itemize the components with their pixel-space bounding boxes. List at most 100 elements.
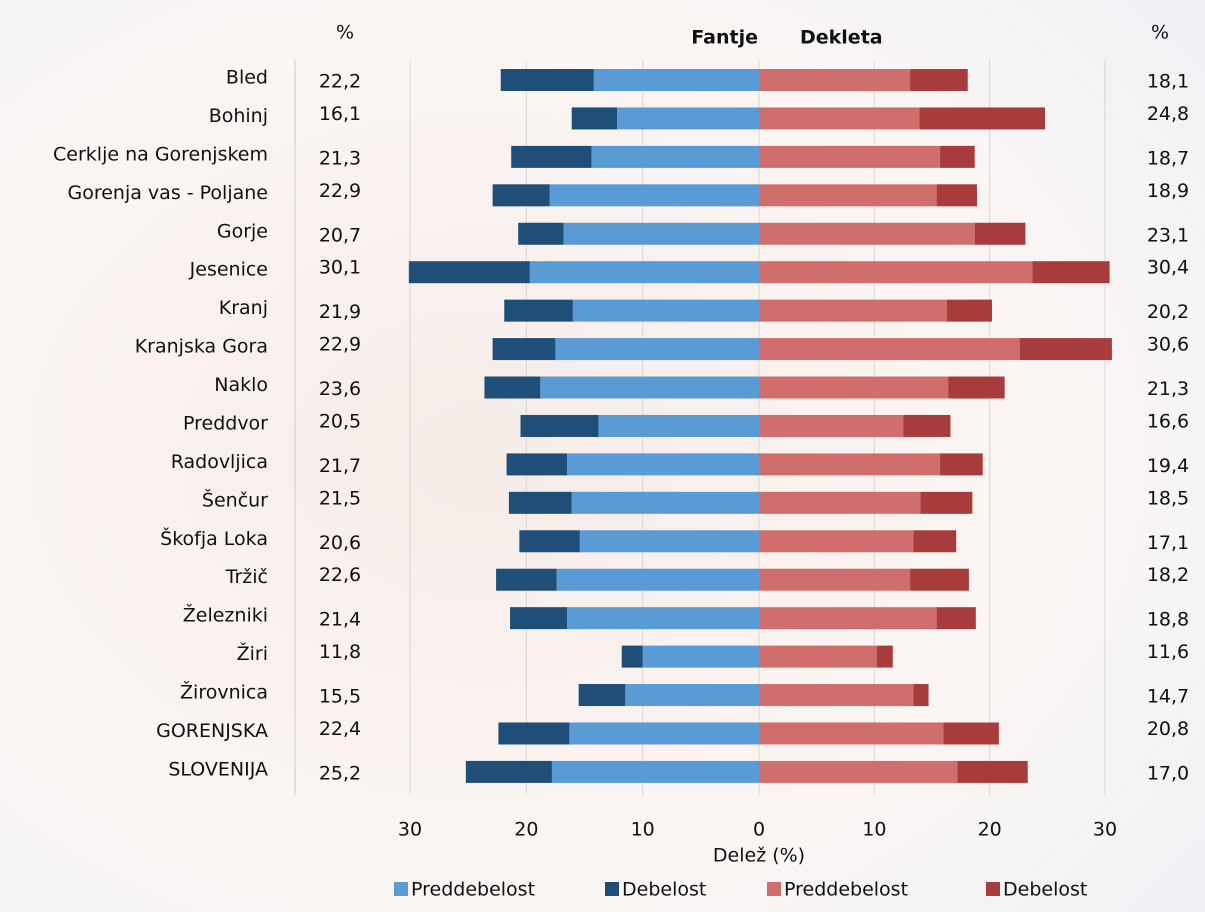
bar: [510, 607, 567, 629]
unit-right: %: [1151, 22, 1169, 44]
total-label: 20,7: [319, 224, 361, 246]
category-label: Bled: [226, 67, 268, 89]
category-label: Škofja Loka: [160, 526, 268, 550]
legend-swatch: [986, 882, 1000, 896]
total-label: 18,1: [1147, 71, 1189, 93]
bar: [759, 415, 903, 437]
bar: [759, 569, 910, 591]
bar: [1032, 261, 1109, 283]
bar: [518, 223, 563, 245]
bar: [759, 761, 957, 783]
total-label: 17,0: [1147, 762, 1189, 784]
bar: [759, 722, 944, 744]
bar: [484, 377, 540, 399]
bar: [940, 453, 983, 475]
category-label: Žiri: [237, 642, 268, 665]
bar: [617, 107, 759, 129]
bar: [555, 338, 759, 360]
bar: [493, 184, 550, 206]
total-label: 22,9: [319, 334, 361, 356]
bar: [530, 261, 759, 283]
bar: [580, 530, 759, 552]
bar: [501, 69, 594, 91]
total-label: 18,2: [1147, 564, 1189, 586]
bar: [573, 300, 759, 322]
total-label: 11,6: [1147, 641, 1189, 663]
bar: [759, 107, 919, 129]
bar: [759, 530, 914, 552]
bar: [948, 377, 1005, 399]
category-label: Jesenice: [189, 259, 268, 281]
legend-label: Preddebelost: [411, 879, 535, 901]
bar: [877, 646, 893, 668]
category-label: Preddvor: [183, 412, 268, 434]
total-label: 30,6: [1147, 334, 1189, 356]
bar: [759, 300, 947, 322]
bar: [567, 607, 759, 629]
x-tick-label: 0: [753, 819, 765, 841]
bar: [540, 377, 759, 399]
bar: [507, 453, 567, 475]
bar: [910, 569, 969, 591]
bar: [940, 146, 975, 168]
bar: [919, 107, 1045, 129]
category-label: Kranj: [219, 297, 268, 319]
bar: [557, 569, 759, 591]
bar: [569, 722, 759, 744]
bar: [622, 646, 643, 668]
bar: [920, 492, 972, 514]
bar: [759, 223, 975, 245]
category-label: Tržič: [225, 566, 268, 588]
total-label: 20,6: [319, 532, 361, 554]
bar: [509, 492, 572, 514]
bar: [572, 492, 759, 514]
total-label: 21,9: [319, 301, 361, 323]
bar: [591, 146, 759, 168]
total-label: 22,9: [319, 180, 361, 202]
bar: [579, 684, 626, 706]
total-label: 21,5: [319, 487, 361, 509]
bar: [947, 300, 992, 322]
category-label: Bohinj: [209, 105, 268, 127]
category-label: Cerklje na Gorenjskem: [53, 143, 268, 165]
category-label: Žirovnica: [180, 681, 268, 704]
bar: [519, 530, 579, 552]
total-label: 30,4: [1147, 257, 1189, 279]
bar: [759, 684, 914, 706]
bar: [759, 453, 940, 475]
title-left: Fantje: [691, 27, 758, 49]
bar: [759, 338, 1020, 360]
x-tick-label: 20: [514, 819, 538, 841]
bar: [759, 261, 1032, 283]
total-label: 18,9: [1147, 180, 1189, 202]
category-label: Gorje: [217, 220, 268, 242]
total-label: 24,8: [1147, 103, 1189, 125]
total-label: 20,5: [319, 410, 361, 432]
bar: [957, 761, 1027, 783]
bar: [910, 69, 968, 91]
total-label: 21,3: [319, 147, 361, 169]
bar: [914, 684, 929, 706]
bar: [759, 492, 920, 514]
total-label: 30,1: [319, 257, 361, 279]
total-label: 20,8: [1147, 718, 1189, 740]
x-tick-label: 30: [398, 819, 422, 841]
bar: [759, 646, 877, 668]
bar: [759, 607, 937, 629]
x-axis-label: Delež (%): [713, 845, 805, 867]
total-label: 18,5: [1147, 487, 1189, 509]
bar: [759, 69, 910, 91]
legend-swatch: [394, 882, 408, 896]
total-label: 23,6: [319, 378, 361, 400]
category-label: Radovljica: [171, 451, 268, 473]
legend-label: Preddebelost: [784, 879, 908, 901]
total-label: 22,2: [319, 71, 361, 93]
total-label: 15,5: [319, 686, 361, 708]
total-label: 16,1: [319, 103, 361, 125]
x-tick-label: 10: [862, 819, 886, 841]
bar: [550, 184, 759, 206]
total-label: 14,7: [1147, 686, 1189, 708]
bar: [409, 261, 530, 283]
total-label: 21,4: [319, 609, 361, 631]
bar: [975, 223, 1026, 245]
